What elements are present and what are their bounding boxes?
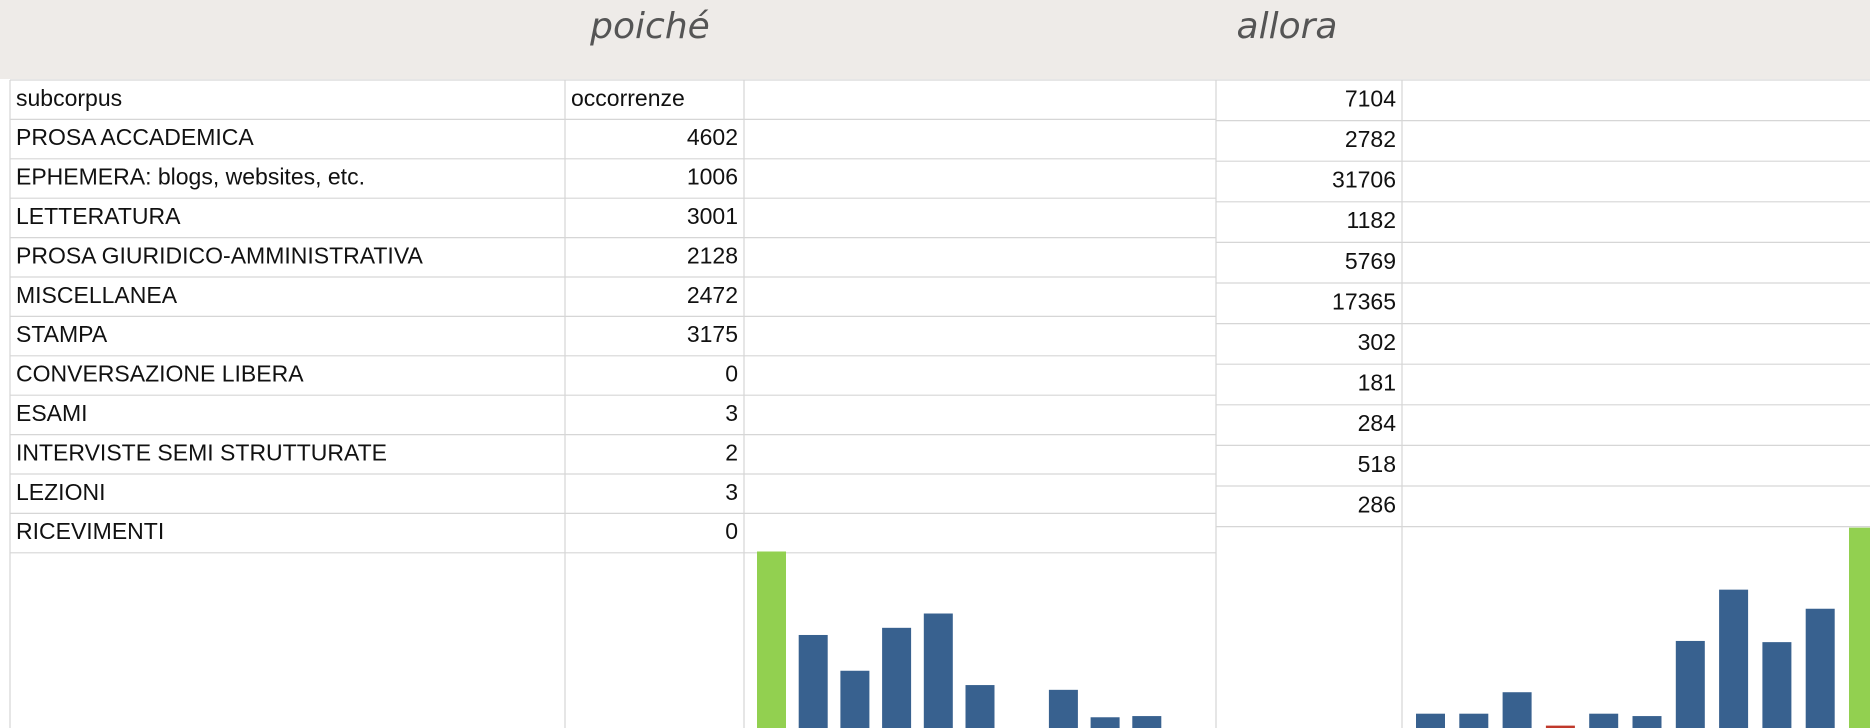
bar	[1762, 642, 1792, 728]
cell-value: 17365	[1332, 288, 1396, 314]
bar	[1132, 716, 1162, 728]
cell-value: 3	[725, 479, 738, 505]
cell-value: 286	[1358, 491, 1396, 517]
cell-label: RICEVIMENTI	[16, 518, 164, 544]
bar	[1632, 716, 1662, 728]
bar	[882, 627, 912, 728]
bar	[965, 685, 995, 728]
cell-label: CONVERSAZIONE LIBERA	[16, 361, 304, 387]
bar	[923, 613, 953, 728]
column-header: subcorpus	[16, 85, 122, 111]
bar	[1048, 689, 1078, 728]
cell-value: 0	[725, 518, 738, 544]
cell-label: PROSA GIURIDICO-AMMINISTRATIVA	[16, 242, 423, 268]
cell-value: 3001	[687, 203, 738, 229]
cell-value: 4602	[687, 124, 738, 150]
cell-label: PROSA ACCADEMICA	[16, 124, 254, 150]
bar	[1719, 589, 1749, 728]
right-title: allora	[1237, 6, 1338, 47]
left-title: poiché	[589, 6, 710, 47]
cell-value: 7104	[1345, 85, 1396, 111]
cell-value: 181	[1358, 370, 1396, 396]
cell-label: INTERVISTE SEMI STRUTTURATE	[16, 439, 387, 465]
cell-label: MISCELLANEA	[16, 282, 178, 308]
bar	[1589, 713, 1619, 728]
bar	[1459, 713, 1489, 728]
cell-value: 518	[1358, 451, 1396, 477]
bar	[1849, 527, 1870, 728]
cell-value: 284	[1358, 410, 1397, 436]
cell-value: 2782	[1345, 126, 1396, 152]
bar	[1545, 725, 1575, 728]
cell-value: 2472	[687, 282, 738, 308]
cell-label: EPHEMERA: blogs, websites, etc.	[16, 164, 365, 190]
bar	[757, 551, 786, 728]
cell-value: 0	[725, 361, 738, 387]
cell-label: STAMPA	[16, 321, 108, 347]
cell-value: 302	[1358, 329, 1396, 355]
cell-value: 5769	[1345, 248, 1396, 274]
cell-value: 31706	[1332, 167, 1396, 193]
cell-value: 2	[725, 439, 738, 465]
bar	[1090, 717, 1120, 728]
bar	[1416, 713, 1445, 728]
bar	[798, 634, 828, 728]
cell-label: LEZIONI	[16, 479, 105, 505]
cell-value: 3175	[687, 321, 738, 347]
cell-value: 1006	[687, 164, 738, 190]
column-header: occorrenze	[571, 85, 685, 111]
header-band	[0, 0, 1870, 79]
bar	[840, 670, 870, 728]
bar	[1675, 640, 1705, 728]
cell-value: 3	[725, 400, 738, 426]
cell-label: ESAMI	[16, 400, 88, 426]
cell-value: 1182	[1347, 207, 1396, 233]
bar	[1502, 692, 1532, 728]
bar	[1805, 608, 1835, 728]
cell-label: LETTERATURA	[16, 203, 181, 229]
cell-value: 2128	[687, 242, 738, 268]
